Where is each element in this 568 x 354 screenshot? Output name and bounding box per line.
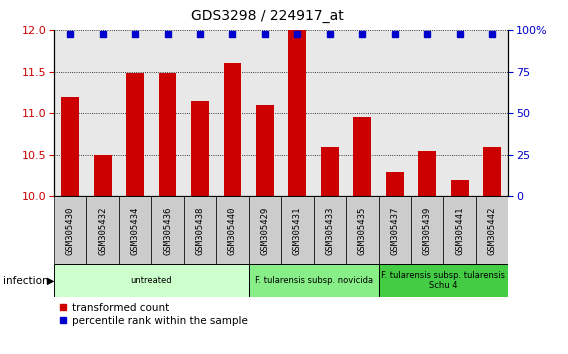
Text: F. tularensis subsp. novicida: F. tularensis subsp. novicida [254, 276, 373, 285]
Bar [346, 196, 378, 264]
Text: untreated: untreated [131, 276, 172, 285]
Bar [249, 196, 281, 264]
Bar [444, 196, 476, 264]
Bar [126, 73, 144, 196]
Bar [249, 264, 378, 297]
Bar [378, 196, 411, 264]
Bar [314, 196, 346, 264]
Bar [321, 147, 339, 196]
Text: GSM305439: GSM305439 [423, 207, 432, 255]
Text: GSM305437: GSM305437 [390, 207, 399, 255]
Bar [151, 196, 184, 264]
Text: GSM305436: GSM305436 [163, 207, 172, 255]
Bar [61, 97, 79, 196]
Bar [418, 151, 436, 196]
Text: GSM305435: GSM305435 [358, 207, 367, 255]
Text: GSM305438: GSM305438 [195, 207, 204, 255]
Bar [119, 196, 151, 264]
Bar [86, 196, 119, 264]
Bar [191, 101, 209, 196]
Bar [378, 264, 508, 297]
Bar [158, 73, 177, 196]
Text: GSM305430: GSM305430 [66, 207, 74, 255]
Bar [483, 147, 501, 196]
Legend: transformed count, percentile rank within the sample: transformed count, percentile rank withi… [59, 303, 248, 326]
Bar [386, 171, 404, 196]
Bar [256, 105, 274, 196]
Bar [224, 63, 241, 196]
Bar [451, 180, 469, 196]
Bar [94, 155, 111, 196]
Bar [54, 196, 86, 264]
Text: GSM305429: GSM305429 [261, 207, 269, 255]
Text: GSM305440: GSM305440 [228, 207, 237, 255]
Text: GSM305432: GSM305432 [98, 207, 107, 255]
Bar [476, 196, 508, 264]
Text: GSM305433: GSM305433 [325, 207, 335, 255]
Text: F. tularensis subsp. tularensis
Schu 4: F. tularensis subsp. tularensis Schu 4 [382, 271, 506, 290]
Bar [54, 264, 249, 297]
Text: GSM305431: GSM305431 [293, 207, 302, 255]
Bar [411, 196, 444, 264]
Text: GDS3298 / 224917_at: GDS3298 / 224917_at [191, 9, 343, 23]
Bar [281, 196, 314, 264]
Text: GSM305441: GSM305441 [455, 207, 464, 255]
Bar [184, 196, 216, 264]
Bar [216, 196, 249, 264]
Text: infection: infection [3, 275, 48, 286]
Bar [353, 118, 371, 196]
Text: GSM305442: GSM305442 [488, 207, 496, 255]
Text: ▶: ▶ [47, 275, 55, 286]
Bar [289, 30, 306, 196]
Text: GSM305434: GSM305434 [131, 207, 140, 255]
